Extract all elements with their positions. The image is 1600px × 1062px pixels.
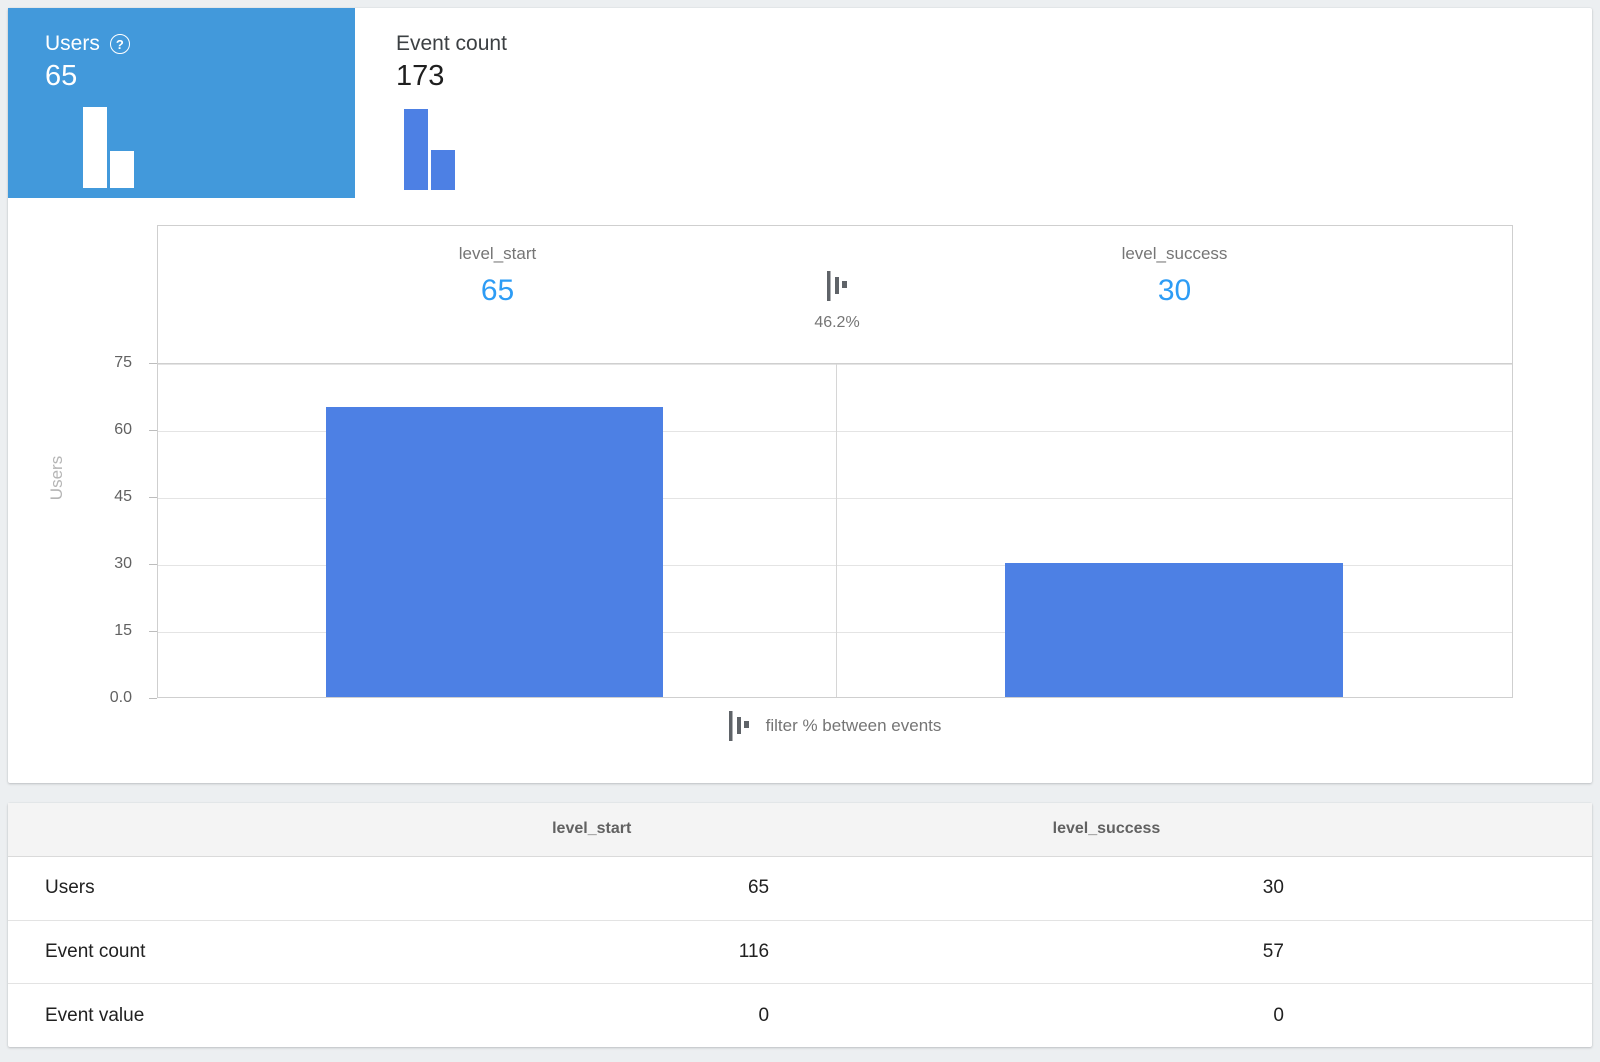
y-tick-mark (149, 698, 157, 699)
y-tick-label: 15 (114, 622, 132, 639)
y-tick-mark (149, 631, 157, 632)
funnel-step-level-success: level_success 30 (837, 226, 1512, 363)
cell-event-value-level-start: 0 (758, 1004, 770, 1026)
gridline-60 (158, 431, 1512, 432)
row-label: Users (45, 877, 95, 899)
users-mini-bar-chart (83, 107, 203, 188)
bar-plot-area (158, 364, 1512, 697)
legend-filter-icon (728, 711, 749, 741)
step-label: level_success (1121, 244, 1228, 263)
mini-bar (431, 150, 455, 190)
gridline-30 (158, 565, 1512, 566)
step-label: level_start (458, 244, 537, 263)
plot-center-divider (836, 364, 837, 697)
row-label: Event count (45, 940, 146, 962)
y-tick-label: 0.0 (109, 689, 132, 706)
y-tick-label: 30 (114, 555, 132, 572)
funnel-filter-icon (827, 271, 847, 301)
y-tick-mark (149, 497, 157, 498)
bar-level-success[interactable] (1005, 563, 1343, 697)
y-tick-mark (149, 564, 157, 565)
table-row-event-value: Event value 0 0 (8, 984, 1592, 1047)
column-header-level-start: level_start (552, 820, 632, 838)
event-count-mini-bar-chart (404, 109, 524, 190)
funnel-chart-card: Users ? 65 Event count 173 level (8, 8, 1592, 783)
cell-event-value-level-success: 0 (1273, 1004, 1284, 1026)
tab-users-value: 65 (45, 60, 78, 92)
funnel-chart-box: level_start 65 level_success 30 46.2% (157, 225, 1513, 698)
column-header-level-success: level_success (1052, 820, 1161, 838)
cell-event-count-level-start: 116 (738, 940, 770, 962)
y-tick-label: 75 (114, 354, 132, 371)
table-row-users: Users 65 30 (8, 857, 1592, 921)
step-value: 30 (1157, 274, 1192, 307)
y-tick-label: 60 (114, 421, 132, 438)
cell-event-count-level-success: 57 (1262, 940, 1284, 962)
legend-label: filter % between events (765, 716, 942, 735)
tab-users-label: Users (45, 32, 100, 55)
funnel-steps-header: level_start 65 level_success 30 46.2% (158, 226, 1512, 364)
y-tick-label: 45 (114, 488, 132, 505)
table-row-event-count: Event count 116 57 (8, 921, 1592, 985)
mini-bar (110, 150, 134, 188)
chart-legend: filter % between events (157, 708, 1513, 744)
gridline-15 (158, 632, 1512, 633)
cell-users-level-success: 30 (1262, 877, 1284, 899)
events-data-table-card: level_start level_success Users 65 30 Ev… (8, 803, 1592, 1047)
gridline-45 (158, 498, 1512, 499)
row-label: Event value (45, 1004, 145, 1026)
gridline-75 (158, 364, 1512, 365)
tab-users-metric[interactable]: Users ? 65 (8, 8, 355, 198)
mini-bar (83, 107, 107, 188)
tab-event-count-metric[interactable]: Event count 173 (388, 8, 708, 198)
tab-event-count-label: Event count (396, 32, 507, 55)
conversion-rate: 46.2% (814, 314, 860, 331)
bar-level-start[interactable] (326, 406, 663, 697)
step-value: 65 (480, 274, 515, 307)
y-tick-mark (149, 363, 157, 364)
help-icon[interactable]: ? (109, 34, 130, 54)
cell-users-level-start: 65 (747, 877, 770, 899)
table-header-row: level_start level_success (8, 803, 1592, 857)
y-tick-mark (149, 430, 157, 431)
funnel-step-level-start: level_start 65 (158, 226, 837, 363)
mini-bar (404, 109, 428, 190)
y-axis-title: Users (47, 455, 66, 501)
tab-event-count-value: 173 (396, 60, 445, 92)
events-data-table: level_start level_success Users 65 30 Ev… (8, 803, 1592, 1047)
